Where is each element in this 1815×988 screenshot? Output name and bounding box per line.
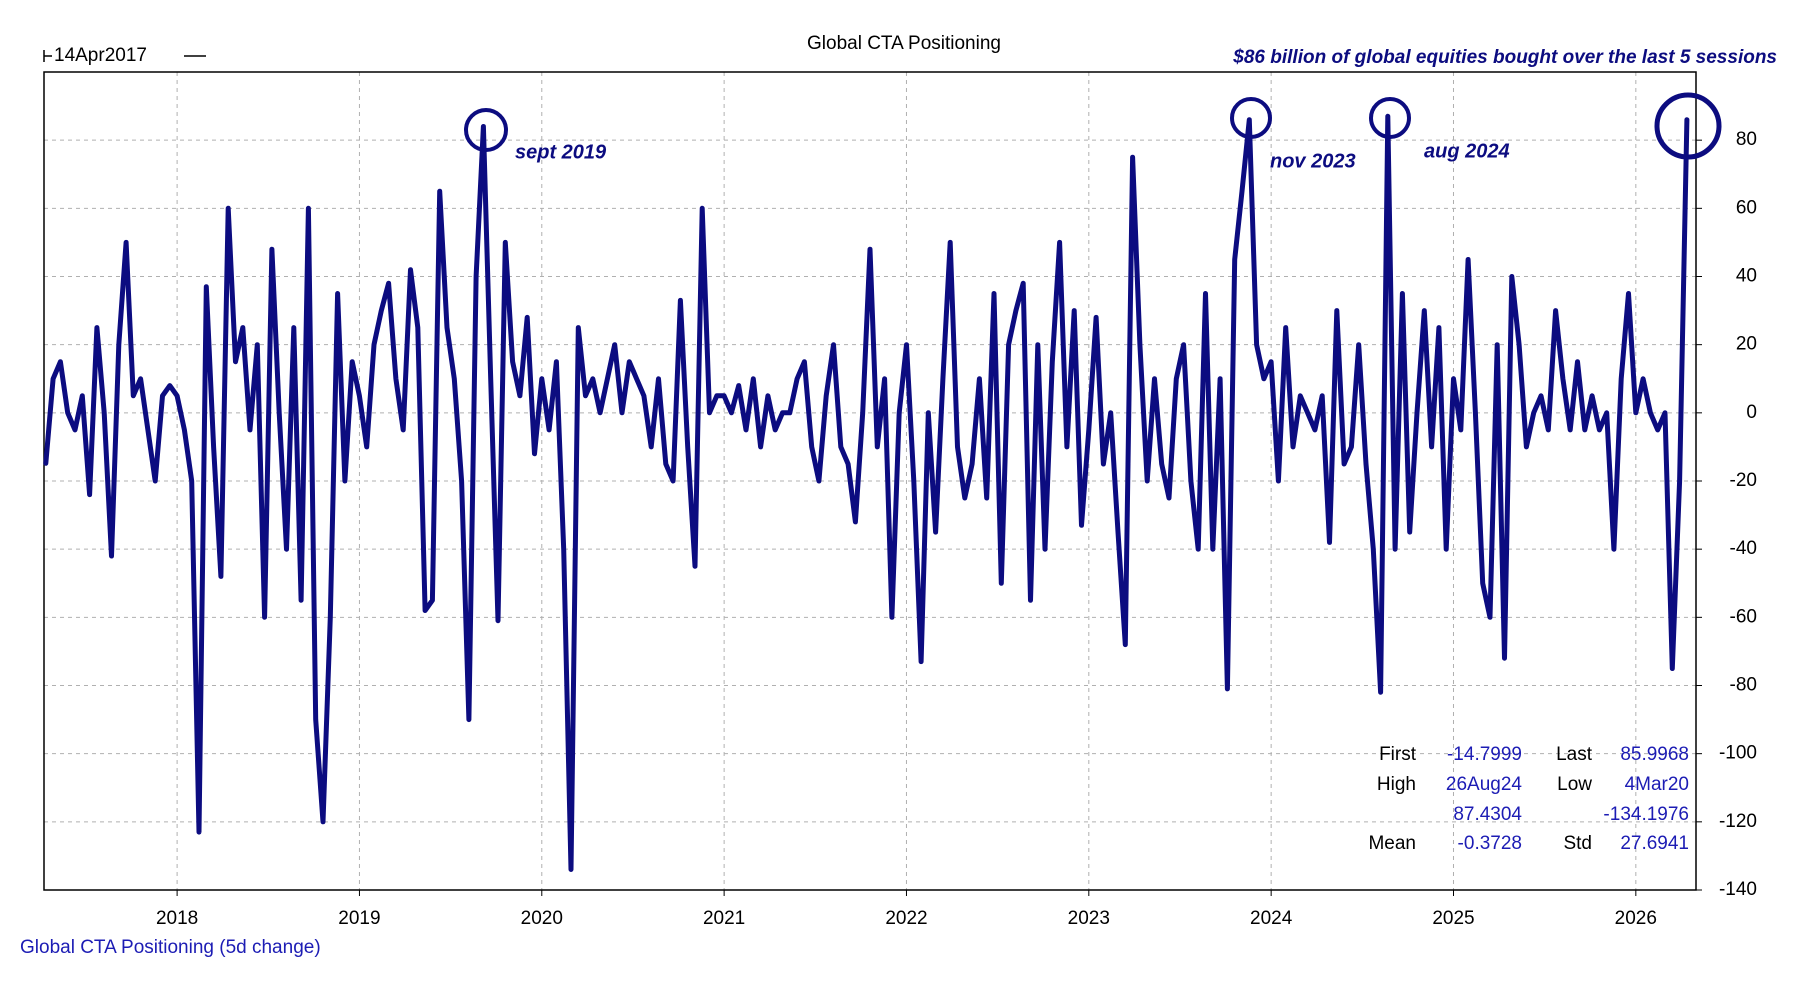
x-tick-label: 2023 bbox=[1068, 908, 1110, 929]
headline: $86 billion of global equities bought ov… bbox=[1232, 47, 1777, 68]
stat-label: Std bbox=[1563, 833, 1592, 854]
y-tick-label: 60 bbox=[1736, 197, 1757, 218]
stat-label: Last bbox=[1556, 744, 1593, 765]
y-tick-label: -60 bbox=[1730, 606, 1757, 627]
y-tick-label: 40 bbox=[1736, 266, 1757, 287]
stat-label: High bbox=[1377, 774, 1416, 795]
x-tick-label: 2022 bbox=[885, 908, 927, 929]
highlight-circle bbox=[1369, 97, 1411, 139]
x-tick-label: 2021 bbox=[703, 908, 745, 929]
stat-value: 85.9968 bbox=[1620, 744, 1689, 765]
y-tick-label: 80 bbox=[1736, 129, 1757, 150]
y-tick-label: -40 bbox=[1730, 538, 1757, 559]
x-tick-label: 2020 bbox=[521, 908, 563, 929]
y-tick-label: 20 bbox=[1736, 334, 1757, 355]
stat-value: 87.4304 bbox=[1453, 804, 1522, 825]
stat-label: Low bbox=[1557, 774, 1592, 795]
annotation: aug 2024 bbox=[1424, 140, 1510, 162]
grid bbox=[44, 72, 1696, 891]
start-label: 14Apr2017 bbox=[54, 45, 147, 66]
stat-value: 26Aug24 bbox=[1446, 774, 1523, 795]
x-tick-label: 2018 bbox=[156, 908, 198, 929]
stat-label: First bbox=[1379, 744, 1417, 765]
stat-value: 27.6941 bbox=[1620, 833, 1689, 854]
y-tick-label: -140 bbox=[1719, 879, 1757, 900]
y-tick-label: 0 bbox=[1746, 402, 1757, 423]
x-tick-label: 2026 bbox=[1615, 908, 1657, 929]
stat-label: Mean bbox=[1368, 833, 1416, 854]
highlight-circle bbox=[1230, 97, 1272, 139]
series-line bbox=[43, 113, 1690, 872]
x-tick-label: 2024 bbox=[1250, 908, 1293, 929]
y-tick-label: -20 bbox=[1730, 470, 1757, 491]
x-tick-label: 2019 bbox=[338, 908, 380, 929]
y-tick-label: -120 bbox=[1719, 811, 1757, 832]
annotation: sept 2019 bbox=[515, 141, 607, 163]
stats-box: First -14.7999 Last 85.9968 High 26Aug24… bbox=[1368, 744, 1689, 854]
highlight-circle bbox=[1654, 92, 1722, 160]
stat-value: -14.7999 bbox=[1447, 744, 1522, 765]
y-tick-label: -80 bbox=[1730, 675, 1757, 696]
highlight-circle bbox=[464, 108, 508, 152]
chart-title: Global CTA Positioning bbox=[807, 33, 1001, 54]
stat-value: -134.1976 bbox=[1603, 804, 1689, 825]
y-tick-label: -100 bbox=[1719, 743, 1757, 764]
annotation: nov 2023 bbox=[1270, 150, 1356, 172]
stat-value: 4Mar20 bbox=[1625, 774, 1689, 795]
x-tick-label: 2025 bbox=[1432, 908, 1474, 929]
line-layer bbox=[43, 113, 1690, 872]
stat-value: -0.3728 bbox=[1458, 833, 1522, 854]
legend-label: Global CTA Positioning (5d change) bbox=[20, 937, 321, 958]
